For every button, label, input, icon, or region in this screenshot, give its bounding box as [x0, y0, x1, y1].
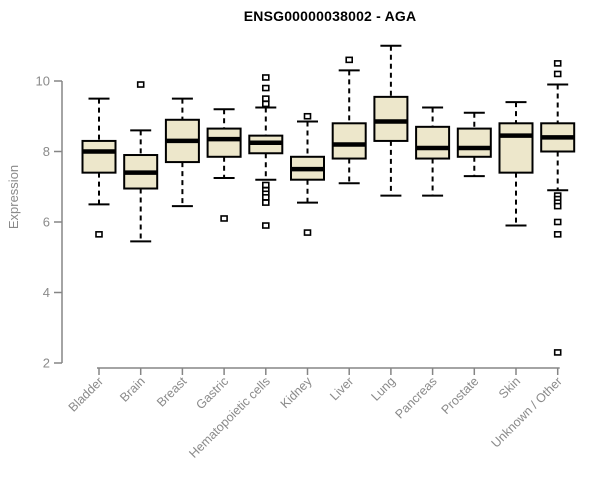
box-liver — [331, 56, 367, 185]
box-hematopoietic-cells — [248, 74, 284, 229]
box-lung — [373, 44, 409, 197]
outlier-point — [345, 56, 354, 64]
box-unknown-other — [540, 60, 576, 356]
x-tick-label-hematopoietic-cells: Hematopoietic cells — [186, 374, 273, 461]
x-tick-label-brain: Brain — [117, 374, 148, 405]
outlier-point — [261, 194, 270, 201]
outlier-point — [261, 100, 270, 108]
box-gastric — [206, 108, 242, 222]
y-tick-label: 6 — [43, 215, 50, 230]
iqr-box — [415, 125, 451, 160]
y-axis-label: Expression — [6, 164, 21, 230]
outlier-point — [553, 60, 562, 67]
iqr-box — [373, 95, 409, 142]
x-tick-label-liver: Liver — [327, 374, 356, 403]
iqr-box — [206, 127, 242, 158]
outlier-point — [261, 95, 270, 102]
x-tick-label-breast: Breast — [154, 374, 190, 410]
box-skin — [498, 101, 534, 227]
x-tick-label-prostate: Prostate — [439, 374, 482, 417]
iqr-box — [331, 122, 367, 160]
x-tick-label-unknown-other: Unknown / Other — [489, 374, 565, 450]
iqr-box — [498, 122, 534, 174]
y-tick-label: 2 — [43, 356, 50, 371]
y-tick-label: 10 — [36, 74, 50, 89]
outlier-point — [261, 222, 270, 229]
outlier-point — [136, 81, 145, 88]
box-prostate — [456, 111, 492, 178]
outlier-point — [303, 112, 312, 120]
outlier-point — [553, 202, 562, 210]
x-tick-label-pancreas: Pancreas — [392, 374, 439, 421]
x-tick-label-lung: Lung — [368, 374, 398, 404]
outlier-point — [261, 199, 270, 206]
outlier-point — [261, 74, 270, 81]
outlier-point — [553, 349, 562, 356]
iqr-box — [456, 127, 492, 158]
box-bladder — [81, 97, 117, 238]
x-tick-label-skin: Skin — [496, 374, 523, 401]
iqr-box — [81, 139, 117, 174]
outlier-point — [553, 231, 562, 238]
y-tick-label: 4 — [43, 285, 50, 300]
box-pancreas — [415, 106, 451, 197]
box-kidney — [290, 112, 325, 236]
box-brain — [123, 81, 159, 243]
outlier-point — [95, 231, 103, 238]
outlier-point — [261, 84, 270, 92]
outlier-point — [553, 70, 562, 78]
outlier-point — [261, 181, 270, 189]
outlier-point — [303, 229, 312, 236]
box-breast — [164, 97, 200, 208]
chart-title: ENSG00000038002 - AGA — [243, 8, 417, 24]
x-tick-label-bladder: Bladder — [66, 374, 106, 414]
x-tick-label-gastric: Gastric — [193, 374, 231, 412]
outlier-point — [553, 218, 562, 226]
x-tick-label-kidney: Kidney — [278, 374, 315, 411]
y-tick-label: 8 — [43, 144, 50, 159]
outlier-point — [220, 215, 228, 222]
